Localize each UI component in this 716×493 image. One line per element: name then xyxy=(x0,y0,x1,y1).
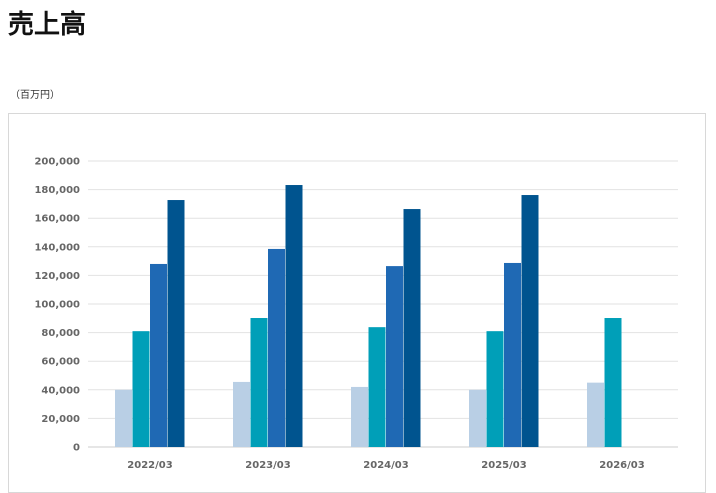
y-tick-label: 80,000 xyxy=(41,328,80,339)
bar xyxy=(351,386,368,447)
bar xyxy=(486,331,504,447)
bar xyxy=(115,389,132,447)
x-tick-label: 2024/03 xyxy=(363,460,408,471)
bar xyxy=(167,200,185,447)
bar xyxy=(587,382,604,447)
bar xyxy=(285,185,303,448)
bar xyxy=(403,209,421,447)
bar xyxy=(604,318,622,447)
bar xyxy=(250,318,268,447)
y-tick-label: 0 xyxy=(73,443,80,454)
x-tick-label: 2023/03 xyxy=(245,460,290,471)
y-tick-label: 60,000 xyxy=(41,357,80,368)
x-tick-label: 2026/03 xyxy=(599,460,644,471)
sales-bar-chart: 0 20,000 40,000 60,000 80,000 100,000 120,000 1… xyxy=(34,157,678,471)
bar xyxy=(504,262,521,447)
bar xyxy=(150,263,167,447)
bar xyxy=(469,389,486,447)
y-tick-label: 200,000 xyxy=(34,157,80,168)
y-tick-label: 40,000 xyxy=(41,385,80,396)
bar xyxy=(268,248,285,447)
unit-label: （百万円） xyxy=(10,90,60,101)
bar xyxy=(132,331,150,447)
bar xyxy=(386,266,403,447)
y-tick-label: 120,000 xyxy=(34,271,80,282)
bar xyxy=(521,195,539,447)
bar xyxy=(233,381,250,447)
x-tick-label: 2025/03 xyxy=(481,460,526,471)
bar xyxy=(368,327,386,447)
chart-frame xyxy=(8,113,706,493)
x-tick-label: 2022/03 xyxy=(127,460,172,471)
y-tick-label: 160,000 xyxy=(34,214,80,225)
y-tick-label: 20,000 xyxy=(41,414,80,425)
page-title: 売上高 xyxy=(8,10,87,40)
y-tick-label: 140,000 xyxy=(34,242,80,253)
y-tick-label: 180,000 xyxy=(34,185,80,196)
y-tick-label: 100,000 xyxy=(34,300,80,311)
